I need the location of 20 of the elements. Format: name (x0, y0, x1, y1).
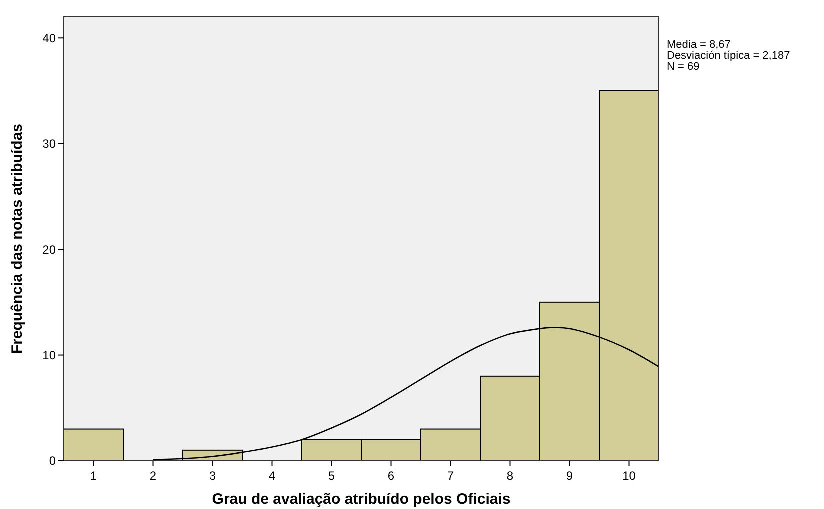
text: Media = 8,67 (667, 39, 731, 51)
text: Desviación típica = 2,187 (667, 50, 790, 62)
x-tick-label: 9 (566, 469, 574, 483)
y-axis-title: Frequência das notas atribuídas (9, 124, 26, 354)
x-tick-label: 4 (268, 469, 276, 483)
x-tick-label: 5 (328, 469, 336, 483)
x-tick-label: 8 (506, 469, 514, 483)
x-tick-label: 2 (150, 469, 157, 483)
x-axis-title: Grau de avaliação atribuído pelos Oficiais (212, 491, 511, 508)
x-tick-label: 6 (388, 469, 395, 483)
x-tick-label: 10 (622, 469, 636, 483)
x-tick-label: 3 (209, 469, 216, 483)
y-tick-label: 10 (42, 348, 56, 362)
text: N = 69 (667, 61, 700, 73)
x-tick-label: 1 (90, 469, 98, 483)
y-tick-label: 20 (42, 242, 56, 257)
y-tick-label: 30 (42, 137, 56, 152)
x-tick-label: 7 (447, 469, 454, 483)
y-tick-label: 40 (42, 31, 56, 46)
y-tick-label: 0 (49, 454, 56, 468)
